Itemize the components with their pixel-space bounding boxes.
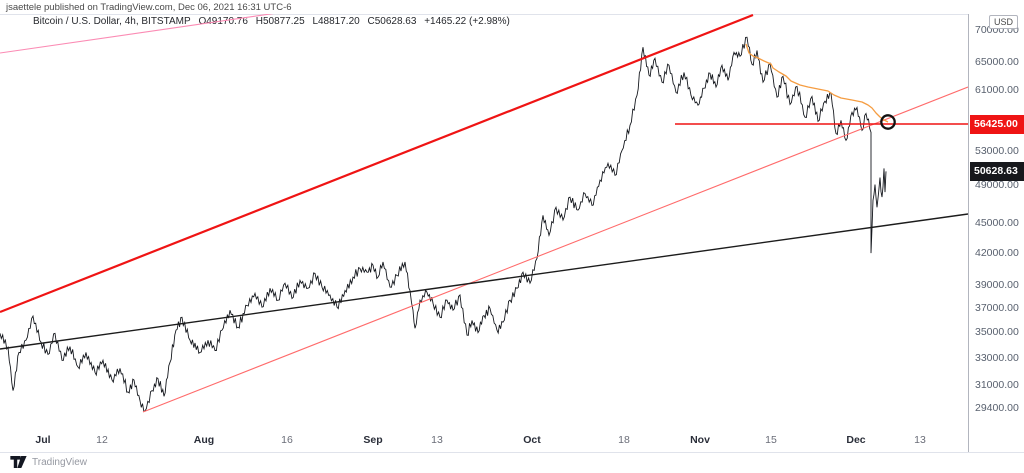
time-axis[interactable]: Jul 12 Aug 16 Sep 13 Oct 18 Nov 15 Dec 13 [0,429,1024,452]
price-axis[interactable]: USD 70000.0065000.0061000.0057000.005300… [968,14,1024,429]
legend-open: O49170.76 [198,16,248,27]
legend-low: L48817.20 [312,16,360,27]
time-tick: 13 [914,434,926,446]
time-tick: Dec [846,434,866,446]
symbol-legend: Bitcoin / U.S. Dollar, 4h, BITSTAMP O491… [33,16,515,27]
price-tick: 39000.00 [975,278,1019,291]
tradingview-brand-text[interactable]: TradingView [32,456,88,468]
price-tick: 49000.00 [975,179,1019,192]
currency-chip: USD [988,15,1018,29]
time-tick: 18 [618,434,630,446]
time-tick: Aug [193,434,215,446]
time-axis-bottom-border [0,452,1024,453]
circle-marker [880,114,896,130]
price-tick: 42000.00 [975,246,1019,259]
time-tick: Nov [690,434,710,446]
price-level-badge: 50628.63 [970,161,1024,181]
price-tick: 37000.00 [975,301,1019,314]
footer: TradingView [10,456,87,468]
price-tick: 53000.00 [975,145,1019,158]
legend-high: H50877.25 [255,16,305,27]
time-tick: Jul [35,434,51,446]
price-tick: 45000.00 [975,216,1019,229]
price-tick: 61000.00 [975,83,1019,96]
tradingview-logo-icon[interactable] [10,456,27,468]
time-tick: Sep [363,434,383,446]
price-tick: 31000.00 [975,378,1019,391]
price-level-badge: 56425.00 [970,114,1024,134]
legend-change: +1465.22 (+2.98%) [424,16,510,27]
axis-corner-divider [968,429,969,452]
time-tick: 13 [431,434,443,446]
attribution-text: jsaettele published on TradingView.com, … [6,2,292,13]
time-tick: 15 [765,434,777,446]
upper-channel-line [0,14,754,314]
time-tick: Oct [523,434,541,446]
price-tick: 29400.00 [975,401,1019,414]
lower-channel-line [142,86,968,413]
price-tick: 65000.00 [975,56,1019,69]
price-tick: 33000.00 [975,351,1019,364]
time-tick: 12 [96,434,108,446]
chart-plot-area[interactable] [0,14,968,452]
legend-close: C50628.63 [367,16,417,27]
time-tick: 16 [281,434,293,446]
widget-top-border [0,14,1024,15]
orange-annotation-path [745,43,889,123]
price-series-path [0,36,887,412]
minor-trendline-topleft [0,14,274,54]
price-tick: 35000.00 [975,326,1019,339]
long-term-trendline [0,213,968,350]
legend-symbol: Bitcoin / U.S. Dollar, 4h, BITSTAMP [33,16,191,27]
